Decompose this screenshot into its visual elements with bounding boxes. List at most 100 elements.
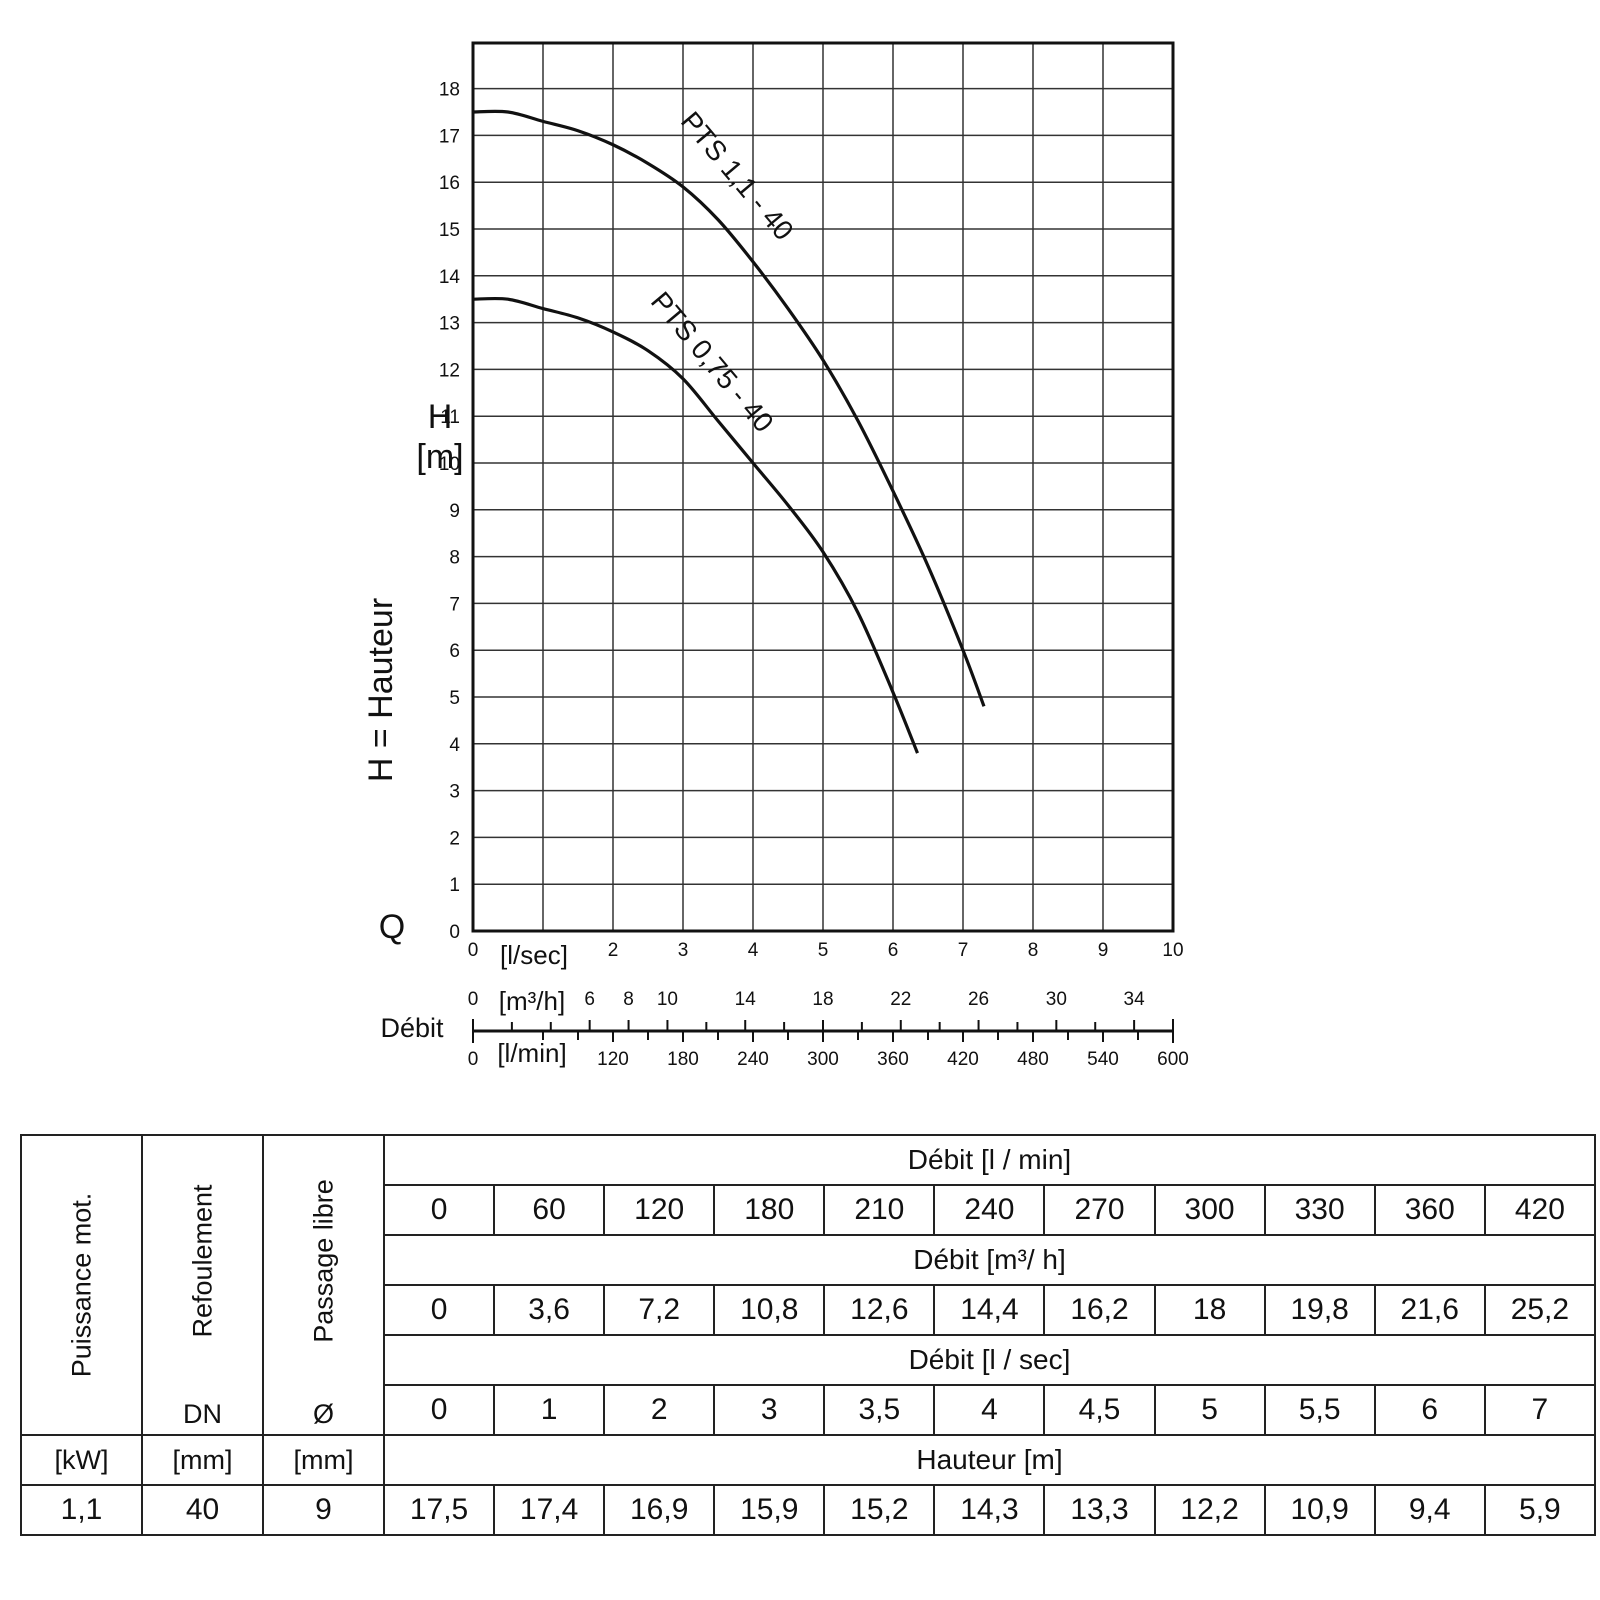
refoulement-header-label: Refoulement [187, 1184, 217, 1338]
y-tick-label: 8 [449, 548, 460, 569]
hauteur-cell: 15,9 [713, 1484, 826, 1536]
debit-lsec-cell: 7 [1483, 1384, 1597, 1436]
x-tick-label: 8 [1028, 940, 1039, 961]
puissance-header: Puissance mot. [20, 1134, 143, 1436]
value-passage: 9 [262, 1484, 385, 1536]
y-axis-symbol: H [428, 398, 453, 436]
debit-m3h-header: Débit [m³/ h] [383, 1234, 1596, 1286]
debit-lsec-cell: 6 [1373, 1384, 1486, 1436]
m3h-tick-label: 14 [735, 989, 757, 1010]
y-axis-unit: [m] [416, 438, 463, 476]
y-tick-label: 7 [449, 594, 460, 615]
debit-lmin-cell: 300 [1153, 1184, 1266, 1236]
chart-grid [473, 43, 1173, 931]
y-tick-label: 1 [449, 875, 460, 896]
hauteur-cell: 14,3 [933, 1484, 1046, 1536]
table-row: 0 60 120 180 210 240 270 300 330 360 420 [21, 1184, 1597, 1236]
x-tick-label: 9 [1098, 940, 1109, 961]
y-tick-label: 4 [449, 735, 460, 756]
x-tick-label: 4 [748, 940, 759, 961]
table-row: Puissance mot. Refoulement DN Passage li… [20, 1134, 1596, 1436]
x-tick-label: 2 [608, 940, 619, 961]
debit-lmin-cell: 420 [1483, 1184, 1597, 1236]
y-tick-label: 3 [449, 782, 460, 803]
lmin-tick-label: 480 [1017, 1049, 1049, 1070]
hauteur-header: Hauteur [m] [383, 1434, 1596, 1486]
m3h-tick-label: 34 [1124, 989, 1146, 1010]
table-row: 0 3,6 7,2 10,8 12,6 14,4 16,2 18 19,8 21,6 25,2 [21, 1284, 1597, 1336]
puissance-header-label: Puissance mot. [66, 1192, 96, 1378]
m3h-tick-label: 22 [890, 989, 911, 1010]
y-tick-label: 6 [449, 641, 460, 662]
debit-lmin-cell: 0 [382, 1184, 496, 1236]
debit-lsec-cell: 5,5 [1263, 1384, 1376, 1436]
m3h-scale: 6 8 10 14 18 22 26 30 34 [510, 989, 1174, 1031]
debit-lmin-cell: 270 [1043, 1184, 1156, 1236]
table-row: [kW] [mm] [mm] Hauteur [m] [20, 1434, 1596, 1486]
y-axis-title-rotated: H = Hauteur [362, 598, 400, 782]
hauteur-cell: 12,2 [1153, 1484, 1266, 1536]
y-tick-label: 13 [439, 314, 460, 335]
debit-m3h-cell: 3,6 [493, 1284, 606, 1336]
debit-lmin-cell: 60 [493, 1184, 606, 1236]
hauteur-cell: 15,2 [823, 1484, 936, 1536]
hauteur-cell: 16,9 [603, 1484, 716, 1536]
debit-m3h-cell: 21,6 [1373, 1284, 1486, 1336]
y-tick-label: 17 [439, 126, 460, 147]
y-tick-label: 12 [439, 360, 460, 381]
debit-lsec-cell: 3,5 [823, 1384, 936, 1436]
hauteur-cell: 17,5 [382, 1484, 496, 1536]
debit-lsec-cell: 5 [1153, 1384, 1266, 1436]
debit-m3h-cell: 16,2 [1043, 1284, 1156, 1336]
x-tick-labels: 0 2 3 4 5 6 7 8 9 10 [468, 940, 1184, 961]
plot-frame [471, 41, 1175, 933]
lmin-tick-label: 120 [597, 1049, 629, 1070]
unit-mm-passage: [mm] [262, 1434, 385, 1486]
hauteur-cell: 5,9 [1483, 1484, 1597, 1536]
lmin-tick-label: 600 [1157, 1049, 1189, 1070]
x-tick-label: 6 [888, 940, 899, 961]
m3h-tick-label: 10 [657, 989, 678, 1010]
y-tick-label: 5 [449, 688, 460, 709]
hauteur-cell: 13,3 [1043, 1484, 1156, 1536]
y-tick-label: 14 [439, 267, 461, 288]
table-row: 1,1 40 9 17,5 17,4 16,9 15,9 15,2 14,3 13,3 12,… [20, 1484, 1597, 1536]
y-tick-label: 0 [449, 922, 460, 943]
debit-lmin-header: Débit [l / min] [383, 1134, 1596, 1186]
y-tick-label: 18 [439, 80, 460, 101]
m3h-unit-label: [m³/h] [499, 986, 565, 1016]
debit-lmin-cell: 210 [823, 1184, 936, 1236]
debit-m3h-cell: 7,2 [603, 1284, 716, 1336]
debit-lmin-cell: 120 [603, 1184, 716, 1236]
pump-curves [472, 109, 986, 754]
y-tick-label: 16 [439, 173, 460, 194]
x-axis-unit-lsec: [l/sec] [500, 940, 568, 970]
m3h-tick-label: 6 [584, 989, 595, 1010]
unit-mm-refoulement: [mm] [141, 1434, 264, 1486]
debit-lsec-cell: 3 [713, 1384, 826, 1436]
m3h-zero-label: 0 [468, 989, 479, 1010]
x-tick-label: 7 [958, 940, 969, 961]
y-tick-label: 2 [449, 828, 460, 849]
hauteur-cell: 10,9 [1263, 1484, 1376, 1536]
table-row: Débit [m³/ h] [21, 1234, 1596, 1286]
hauteur-cell: 17,4 [493, 1484, 606, 1536]
m3h-tick-label: 8 [623, 989, 634, 1010]
debit-lsec-cell: 4,5 [1043, 1384, 1156, 1436]
curve-pts-0-75-40 [472, 296, 919, 754]
debit-m3h-cell: 0 [382, 1284, 496, 1336]
hauteur-cell: 9,4 [1373, 1484, 1486, 1536]
y-tick-label: 9 [449, 501, 460, 522]
x-tick-label: 0 [468, 940, 479, 961]
debit-lmin-cell: 360 [1373, 1184, 1486, 1236]
debit-lsec-cell: 0 [382, 1384, 496, 1436]
pump-spec-table: Puissance mot. Refoulement DN Passage li… [20, 1134, 1597, 1536]
debit-lsec-cell: 1 [493, 1384, 606, 1436]
debit-lmin-cell: 330 [1263, 1184, 1376, 1236]
value-dn: 40 [141, 1484, 264, 1536]
debit-m3h-cell: 14,4 [933, 1284, 1046, 1336]
debit-m3h-cell: 19,8 [1263, 1284, 1376, 1336]
m3h-tick-label: 18 [812, 989, 833, 1010]
